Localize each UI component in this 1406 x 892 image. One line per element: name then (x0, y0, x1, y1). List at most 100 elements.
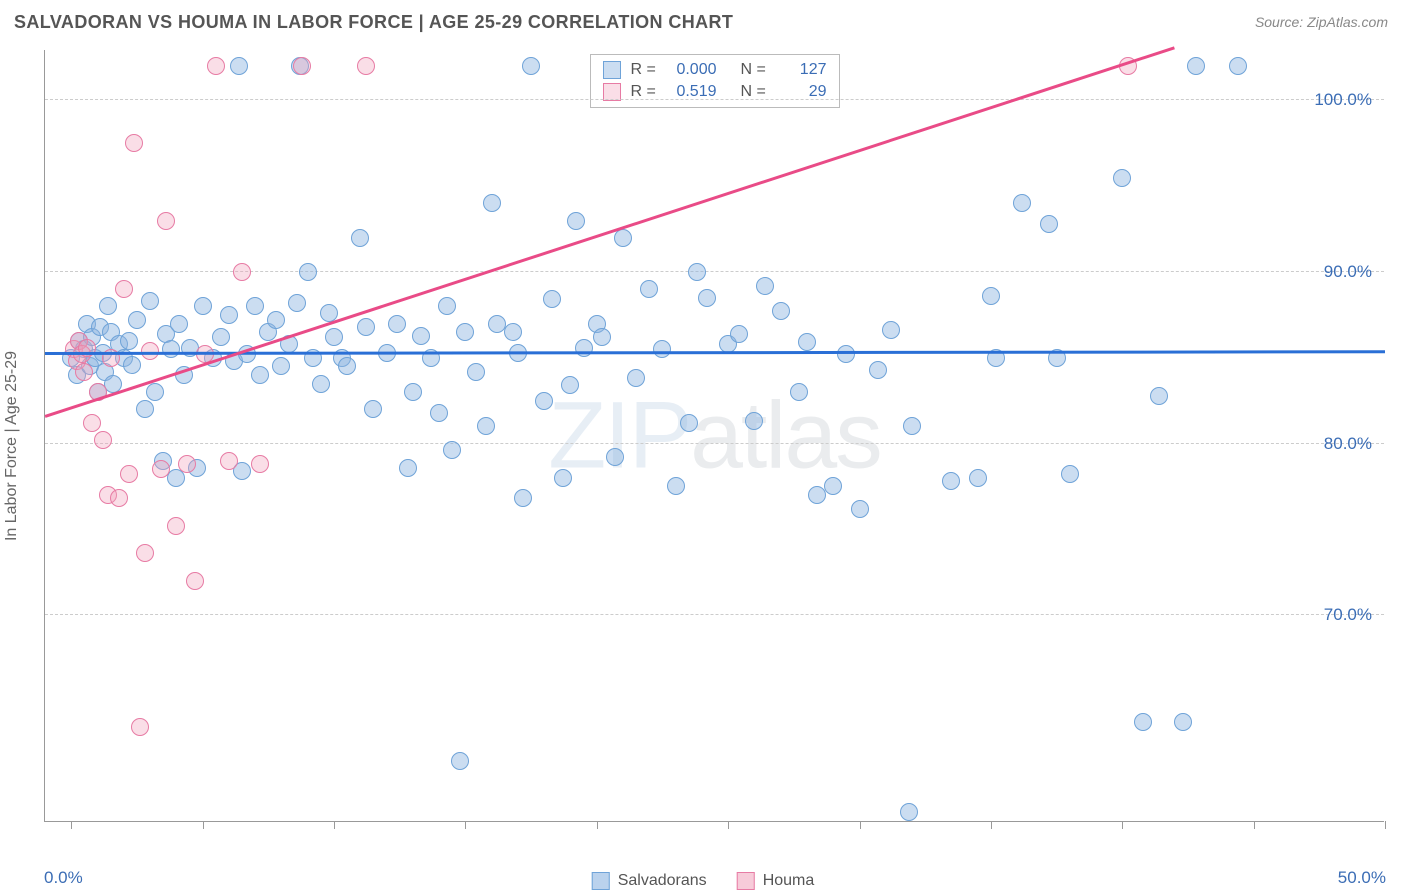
scatter-point (115, 280, 133, 298)
scatter-point (186, 572, 204, 590)
source-credit: Source: ZipAtlas.com (1255, 14, 1388, 30)
scatter-point (299, 263, 317, 281)
legend-series-label: Salvadorans (618, 872, 707, 890)
scatter-point (364, 400, 382, 418)
scatter-point (561, 376, 579, 394)
scatter-point (220, 452, 238, 470)
scatter-point (125, 134, 143, 152)
legend-swatch (603, 61, 621, 79)
scatter-point (798, 333, 816, 351)
scatter-point (170, 315, 188, 333)
scatter-point (141, 292, 159, 310)
legend-r-label: R = (631, 59, 657, 81)
scatter-point (1134, 713, 1152, 731)
scatter-point (467, 363, 485, 381)
legend-swatch (603, 83, 621, 101)
scatter-point (220, 306, 238, 324)
scatter-point (1113, 169, 1131, 187)
scatter-point (640, 280, 658, 298)
scatter-point (790, 383, 808, 401)
scatter-point (627, 369, 645, 387)
scatter-point (483, 194, 501, 212)
scatter-point (246, 297, 264, 315)
scatter-point (157, 212, 175, 230)
scatter-point (567, 212, 585, 230)
scatter-point (412, 327, 430, 345)
scatter-point (869, 361, 887, 379)
scatter-point (1187, 57, 1205, 75)
scatter-point (882, 321, 900, 339)
x-tick (860, 821, 861, 829)
scatter-point (982, 287, 1000, 305)
scatter-point (272, 357, 290, 375)
legend-stat-row: R =0.000N =127 (603, 59, 827, 81)
scatter-point (167, 517, 185, 535)
scatter-point (756, 277, 774, 295)
scatter-point (120, 332, 138, 350)
x-tick (1122, 821, 1123, 829)
scatter-point (772, 302, 790, 320)
scatter-point (942, 472, 960, 490)
scatter-point (451, 752, 469, 770)
scatter-point (162, 340, 180, 358)
legend-r-value: 0.000 (667, 59, 717, 81)
x-max-label: 50.0% (1338, 868, 1386, 888)
scatter-point (75, 363, 93, 381)
scatter-plot: ZIPatlas R =0.000N =127R =0.519N =29 70.… (44, 50, 1384, 822)
scatter-point (1013, 194, 1031, 212)
x-tick (991, 821, 992, 829)
legend-series-item: Houma (737, 872, 815, 890)
scatter-point (230, 57, 248, 75)
scatter-point (128, 311, 146, 329)
chart-title: SALVADORAN VS HOUMA IN LABOR FORCE | AGE… (14, 12, 733, 33)
scatter-point (94, 431, 112, 449)
scatter-point (131, 718, 149, 736)
scatter-point (251, 455, 269, 473)
x-tick (1254, 821, 1255, 829)
scatter-point (338, 357, 356, 375)
scatter-point (110, 489, 128, 507)
scatter-point (152, 460, 170, 478)
scatter-point (233, 263, 251, 281)
scatter-point (267, 311, 285, 329)
scatter-point (325, 328, 343, 346)
scatter-point (824, 477, 842, 495)
y-axis-label: In Labor Force | Age 25-29 (3, 351, 21, 541)
scatter-point (1040, 215, 1058, 233)
x-tick (334, 821, 335, 829)
scatter-point (388, 315, 406, 333)
scatter-point (900, 803, 918, 821)
scatter-point (351, 229, 369, 247)
scatter-point (288, 294, 306, 312)
scatter-point (83, 414, 101, 432)
x-tick (203, 821, 204, 829)
gridline-h (45, 99, 1384, 100)
scatter-point (357, 318, 375, 336)
scatter-point (399, 459, 417, 477)
legend-series-item: Salvadorans (592, 872, 707, 890)
scatter-point (438, 297, 456, 315)
scatter-point (123, 356, 141, 374)
scatter-point (653, 340, 671, 358)
scatter-point (745, 412, 763, 430)
legend-swatch (737, 872, 755, 890)
scatter-point (136, 544, 154, 562)
scatter-point (535, 392, 553, 410)
legend-n-label: N = (741, 59, 767, 81)
scatter-point (120, 465, 138, 483)
scatter-point (212, 328, 230, 346)
scatter-point (614, 229, 632, 247)
scatter-point (430, 404, 448, 422)
x-min-label: 0.0% (44, 868, 83, 888)
scatter-point (514, 489, 532, 507)
y-tick-label: 90.0% (1324, 262, 1372, 282)
scatter-point (207, 57, 225, 75)
gridline-h (45, 443, 1384, 444)
scatter-point (1174, 713, 1192, 731)
scatter-point (357, 57, 375, 75)
scatter-point (903, 417, 921, 435)
legend-series-label: Houma (763, 872, 815, 890)
scatter-point (504, 323, 522, 341)
scatter-point (1150, 387, 1168, 405)
scatter-point (522, 57, 540, 75)
